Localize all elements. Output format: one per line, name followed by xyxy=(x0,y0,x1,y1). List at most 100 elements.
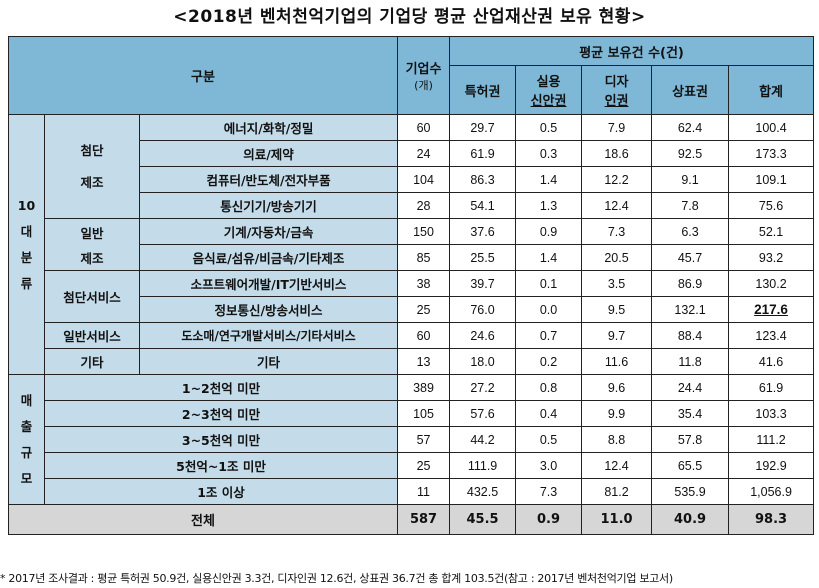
header-design-line1: 디자 xyxy=(604,75,629,90)
cell-total: 93.2 xyxy=(728,244,815,271)
category-general-svc: 일반서비스 xyxy=(44,322,140,349)
header-utility: 실용 신안권 xyxy=(515,65,583,115)
cell-trademark: 57.8 xyxy=(651,426,730,453)
cell-total: 100.4 xyxy=(728,114,815,141)
row-label: 정보통신/방송서비스 xyxy=(138,296,399,323)
cell-patent: 61.9 xyxy=(449,140,517,167)
row-label: 소프트웨어개발/IT기반서비스 xyxy=(138,270,399,297)
ip-holdings-table: 구분 기업수 (개) 평균 보유건 수(건) 특허권 실용 신안권 디자 인권 … xyxy=(7,36,815,535)
row-label: 도소매/연구개발서비스/기타서비스 xyxy=(138,322,399,349)
cell-companies: 389 xyxy=(397,374,451,401)
industry-group-label: 10 대 분 류 xyxy=(8,114,45,375)
header-design-line2: 인권 xyxy=(604,94,629,109)
cell-trademark: 86.9 xyxy=(651,270,730,297)
cell-total: 61.9 xyxy=(728,374,815,401)
category-line: 제조 xyxy=(80,250,104,266)
cell-design: 12.4 xyxy=(581,192,653,219)
cell-total: 111.2 xyxy=(728,426,815,453)
cell-design: 9.7 xyxy=(581,322,653,349)
cell-companies: 85 xyxy=(397,244,451,271)
cell-utility: 0.2 xyxy=(515,348,583,375)
cell-utility: 0.9 xyxy=(515,218,583,245)
cell-trademark: 9.1 xyxy=(651,166,730,193)
table-row: 매 출 규 모 1~2천억 미만 389 27.2 0.8 9.6 24.4 6… xyxy=(8,374,815,505)
cell-patent: 39.7 xyxy=(449,270,517,297)
cell-total: 173.3 xyxy=(728,140,815,167)
sales-group-char: 규 xyxy=(20,444,33,460)
cell-total: 123.4 xyxy=(728,322,815,349)
table-row: 5천억~1조 미만 25 111.9 3.0 12.4 65.5 192.9 xyxy=(9,452,815,479)
header-companies-unit: (개) xyxy=(414,79,433,92)
cell-total: 192.9 xyxy=(728,452,815,479)
category-general-mfg: 일반 제조 xyxy=(44,218,140,271)
cell-trademark: 35.4 xyxy=(651,400,730,427)
cell-trademark: 535.9 xyxy=(651,478,730,505)
table-row: 10 대 분 류 첨단 제조 에너지/화학/정밀 60 29.7 0.5 7.9… xyxy=(8,114,815,375)
table-row: 정보통신/방송서비스 25 76.0 0.0 9.5 132.1 217.6 xyxy=(9,296,815,323)
cell-design: 8.8 xyxy=(581,426,653,453)
cell-design: 12.2 xyxy=(581,166,653,193)
cell-trademark: 92.5 xyxy=(651,140,730,167)
cell-design: 9.9 xyxy=(581,400,653,427)
industry-group-char: 류 xyxy=(20,275,33,291)
row-label: 에너지/화학/정밀 xyxy=(138,114,399,141)
industry-group-char: 10 xyxy=(17,197,36,213)
cell-companies: 13 xyxy=(397,348,451,375)
sales-group-char: 모 xyxy=(20,470,33,486)
cell-total: 109.1 xyxy=(728,166,815,193)
category-line: 제조 xyxy=(80,174,104,190)
row-label: 2~3천억 미만 xyxy=(43,400,399,427)
total-trademark: 40.9 xyxy=(651,504,730,535)
row-label: 1조 이상 xyxy=(43,478,399,505)
cell-patent: 432.5 xyxy=(449,478,517,505)
cell-design: 3.5 xyxy=(581,270,653,297)
cell-total: 52.1 xyxy=(728,218,815,245)
cell-patent: 57.6 xyxy=(449,400,517,427)
cell-trademark: 62.4 xyxy=(651,114,730,141)
cell-trademark: 132.1 xyxy=(651,296,730,323)
cell-patent: 111.9 xyxy=(449,452,517,479)
cell-utility: 0.3 xyxy=(515,140,583,167)
cell-trademark: 6.3 xyxy=(651,218,730,245)
cell-utility: 7.3 xyxy=(515,478,583,505)
header-gubun: 구분 xyxy=(7,36,399,115)
cell-patent: 54.1 xyxy=(449,192,517,219)
row-label: 3~5천억 미만 xyxy=(43,426,399,453)
table-row: 컴퓨터/반도체/전자부품 104 86.3 1.4 12.2 9.1 109.1 xyxy=(9,166,815,193)
sales-group-char: 매 xyxy=(20,392,33,408)
cell-companies: 24 xyxy=(397,140,451,167)
category-line: 일반 xyxy=(80,225,104,241)
cell-patent: 44.2 xyxy=(449,426,517,453)
cell-utility: 0.5 xyxy=(515,426,583,453)
sales-group-char: 출 xyxy=(20,418,33,434)
cell-patent: 27.2 xyxy=(449,374,517,401)
header-patent: 특허권 xyxy=(449,65,517,115)
cell-companies: 25 xyxy=(397,296,451,323)
header-utility-line2: 신안권 xyxy=(530,94,567,109)
total-patent: 45.5 xyxy=(449,504,517,535)
cell-design: 18.6 xyxy=(581,140,653,167)
cell-total-highlight: 217.6 xyxy=(728,296,815,323)
cell-utility: 0.0 xyxy=(515,296,583,323)
row-label: 기타 xyxy=(138,348,399,375)
total-companies: 587 xyxy=(397,504,451,535)
cell-design: 9.5 xyxy=(581,296,653,323)
cell-total: 130.2 xyxy=(728,270,815,297)
row-label: 5천억~1조 미만 xyxy=(43,452,399,479)
table-row: 2~3천억 미만 105 57.6 0.4 9.9 35.4 103.3 xyxy=(9,400,815,427)
header-design: 디자 인권 xyxy=(581,65,653,115)
header-companies: 기업수 (개) xyxy=(397,36,451,115)
cell-utility: 1.4 xyxy=(515,244,583,271)
row-label: 통신기기/방송기기 xyxy=(138,192,399,219)
table-row: 기타 기타 13 18.0 0.2 11.6 11.8 41.6 xyxy=(9,348,815,375)
cell-patent: 86.3 xyxy=(449,166,517,193)
cell-design: 12.4 xyxy=(581,452,653,479)
footnote: * 2017년 조사결과 : 평균 특허권 50.9건, 실용신안권 3.3건,… xyxy=(0,572,673,585)
cell-design: 11.6 xyxy=(581,348,653,375)
cell-design: 81.2 xyxy=(581,478,653,505)
total-utility: 0.9 xyxy=(515,504,583,535)
cell-patent: 18.0 xyxy=(449,348,517,375)
row-label: 기계/자동차/금속 xyxy=(138,218,399,245)
cell-companies: 38 xyxy=(397,270,451,297)
